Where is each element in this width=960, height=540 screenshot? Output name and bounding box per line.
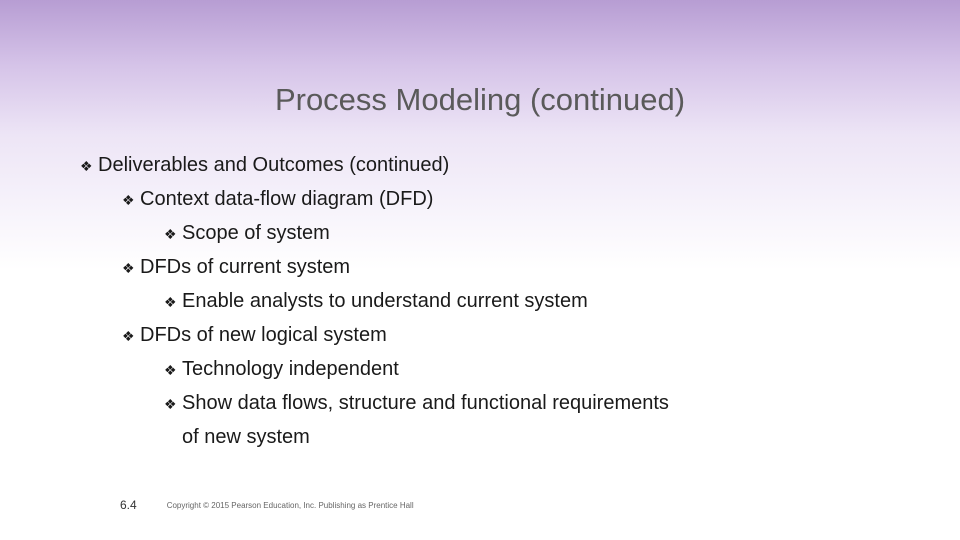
copyright-text: Copyright © 2015 Pearson Education, Inc.… — [167, 501, 414, 510]
bullet-text: Context data-flow diagram (DFD) — [140, 188, 433, 210]
slide-title: Process Modeling (continued) — [0, 82, 960, 118]
bullet-level3: ❖Enable analysts to understand current s… — [80, 286, 900, 316]
bullet-level3: ❖Scope of system — [80, 218, 900, 248]
bullet-level1: ❖Deliverables and Outcomes (continued) — [80, 150, 900, 180]
bullet-text: Show data flows, structure and functiona… — [182, 392, 669, 414]
slide-footer: 6.4 Copyright © 2015 Pearson Education, … — [120, 498, 414, 512]
bullet-level2: ❖DFDs of current system — [80, 252, 900, 282]
page-number: 6.4 — [120, 498, 137, 512]
diamond-icon: ❖ — [80, 156, 98, 177]
bullet-text: Deliverables and Outcomes (continued) — [98, 154, 449, 176]
slide-content: ❖Deliverables and Outcomes (continued) ❖… — [80, 150, 900, 456]
diamond-icon: ❖ — [164, 360, 182, 381]
bullet-level2: ❖Context data-flow diagram (DFD) — [80, 184, 900, 214]
bullet-level3: ❖Show data flows, structure and function… — [80, 388, 900, 418]
bullet-text: DFDs of current system — [140, 256, 350, 278]
bullet-level3: ❖Technology independent — [80, 354, 900, 384]
diamond-icon: ❖ — [122, 258, 140, 279]
diamond-icon: ❖ — [164, 224, 182, 245]
diamond-icon: ❖ — [164, 292, 182, 313]
bullet-continuation: of new system — [80, 422, 900, 452]
bullet-text: DFDs of new logical system — [140, 324, 387, 346]
diamond-icon: ❖ — [164, 394, 182, 415]
diamond-icon: ❖ — [122, 190, 140, 211]
bullet-level2: ❖DFDs of new logical system — [80, 320, 900, 350]
bullet-text: Scope of system — [182, 222, 330, 244]
bullet-text: Technology independent — [182, 358, 399, 380]
diamond-icon: ❖ — [122, 326, 140, 347]
bullet-text: Enable analysts to understand current sy… — [182, 290, 588, 312]
